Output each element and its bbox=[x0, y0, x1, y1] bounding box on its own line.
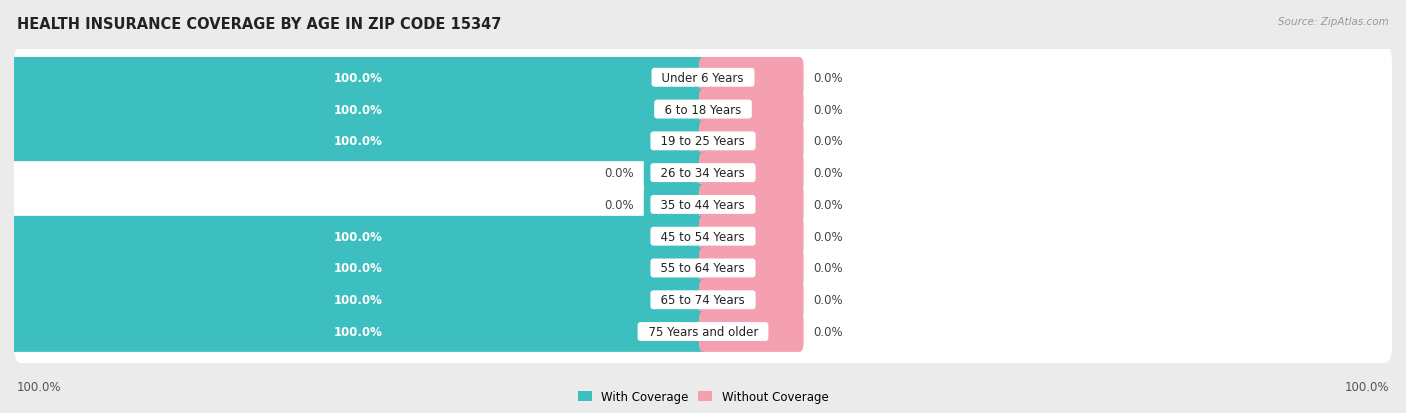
Text: 55 to 64 Years: 55 to 64 Years bbox=[654, 262, 752, 275]
FancyBboxPatch shape bbox=[14, 78, 1392, 141]
Text: 0.0%: 0.0% bbox=[813, 262, 842, 275]
FancyBboxPatch shape bbox=[699, 311, 804, 352]
FancyBboxPatch shape bbox=[10, 58, 707, 98]
FancyBboxPatch shape bbox=[14, 47, 1392, 109]
Text: 26 to 34 Years: 26 to 34 Years bbox=[654, 167, 752, 180]
Text: 0.0%: 0.0% bbox=[605, 167, 634, 180]
Text: HEALTH INSURANCE COVERAGE BY AGE IN ZIP CODE 15347: HEALTH INSURANCE COVERAGE BY AGE IN ZIP … bbox=[17, 17, 502, 31]
Text: 100.0%: 100.0% bbox=[335, 71, 382, 85]
Text: 0.0%: 0.0% bbox=[813, 325, 842, 338]
FancyBboxPatch shape bbox=[699, 90, 804, 130]
FancyBboxPatch shape bbox=[10, 90, 707, 130]
Text: 0.0%: 0.0% bbox=[813, 167, 842, 180]
Legend: With Coverage, Without Coverage: With Coverage, Without Coverage bbox=[572, 385, 834, 408]
Text: 0.0%: 0.0% bbox=[813, 71, 842, 85]
FancyBboxPatch shape bbox=[10, 248, 707, 289]
FancyBboxPatch shape bbox=[14, 237, 1392, 300]
FancyBboxPatch shape bbox=[644, 185, 707, 225]
FancyBboxPatch shape bbox=[14, 205, 1392, 268]
Text: 100.0%: 100.0% bbox=[335, 135, 382, 148]
FancyBboxPatch shape bbox=[699, 248, 804, 289]
Text: 75 Years and older: 75 Years and older bbox=[641, 325, 765, 338]
Text: 0.0%: 0.0% bbox=[813, 294, 842, 306]
Text: 100.0%: 100.0% bbox=[335, 230, 382, 243]
FancyBboxPatch shape bbox=[699, 280, 804, 320]
Text: 100.0%: 100.0% bbox=[335, 262, 382, 275]
FancyBboxPatch shape bbox=[10, 280, 707, 320]
FancyBboxPatch shape bbox=[10, 311, 707, 352]
FancyBboxPatch shape bbox=[10, 216, 707, 257]
Text: 35 to 44 Years: 35 to 44 Years bbox=[654, 198, 752, 211]
FancyBboxPatch shape bbox=[14, 110, 1392, 173]
Text: 0.0%: 0.0% bbox=[813, 135, 842, 148]
FancyBboxPatch shape bbox=[699, 121, 804, 162]
Text: 19 to 25 Years: 19 to 25 Years bbox=[654, 135, 752, 148]
FancyBboxPatch shape bbox=[14, 142, 1392, 204]
Text: 0.0%: 0.0% bbox=[813, 103, 842, 116]
Text: 45 to 54 Years: 45 to 54 Years bbox=[654, 230, 752, 243]
FancyBboxPatch shape bbox=[14, 173, 1392, 236]
Text: 100.0%: 100.0% bbox=[335, 103, 382, 116]
Text: 65 to 74 Years: 65 to 74 Years bbox=[654, 294, 752, 306]
Text: 100.0%: 100.0% bbox=[1344, 380, 1389, 393]
FancyBboxPatch shape bbox=[14, 300, 1392, 363]
Text: 100.0%: 100.0% bbox=[17, 380, 62, 393]
FancyBboxPatch shape bbox=[699, 216, 804, 257]
FancyBboxPatch shape bbox=[699, 185, 804, 225]
Text: 100.0%: 100.0% bbox=[335, 294, 382, 306]
Text: 100.0%: 100.0% bbox=[335, 325, 382, 338]
FancyBboxPatch shape bbox=[699, 153, 804, 194]
FancyBboxPatch shape bbox=[699, 58, 804, 98]
FancyBboxPatch shape bbox=[10, 121, 707, 162]
Text: 6 to 18 Years: 6 to 18 Years bbox=[657, 103, 749, 116]
Text: 0.0%: 0.0% bbox=[813, 230, 842, 243]
Text: 0.0%: 0.0% bbox=[605, 198, 634, 211]
FancyBboxPatch shape bbox=[644, 153, 707, 194]
FancyBboxPatch shape bbox=[14, 268, 1392, 331]
Text: 0.0%: 0.0% bbox=[813, 198, 842, 211]
Text: Source: ZipAtlas.com: Source: ZipAtlas.com bbox=[1278, 17, 1389, 26]
Text: Under 6 Years: Under 6 Years bbox=[655, 71, 751, 85]
